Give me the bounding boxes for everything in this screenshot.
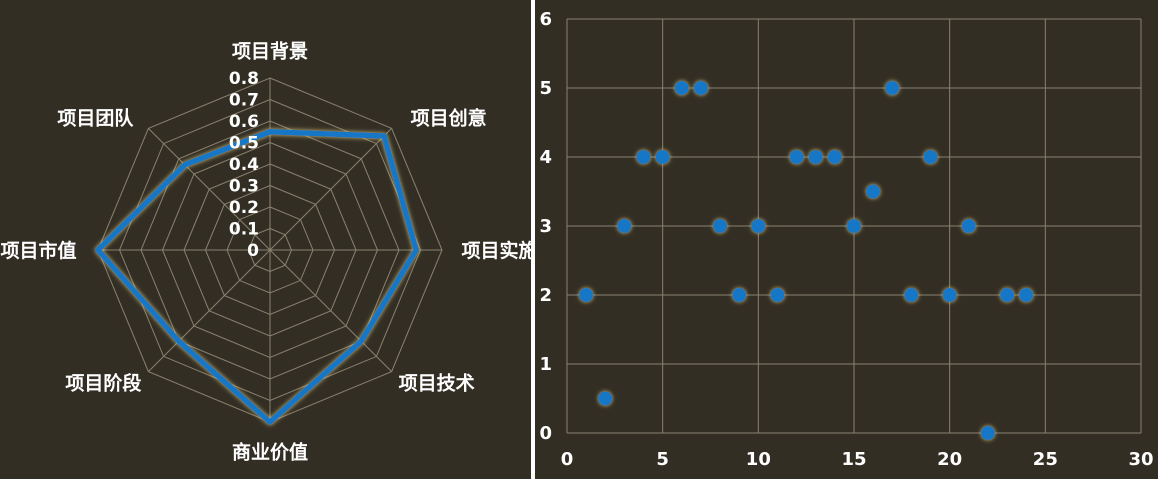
scatter-point <box>770 288 785 302</box>
radar-axis-label: 项目创意 <box>411 106 487 129</box>
scatter-grid <box>566 18 1142 434</box>
radar-chart-panel: 0 0.1 0.2 0.3 0.4 0.5 0.6 0.7 0.8 项目背景 项目创意 项目实施 项目… <box>0 0 531 479</box>
scatter-point <box>866 184 881 199</box>
radar-axis-label: 项目技术 <box>399 372 475 395</box>
scatter-point <box>674 81 689 95</box>
scatter-x-tick-label: 30 <box>1128 449 1153 470</box>
scatter-point <box>579 288 594 302</box>
scatter-x-tick-label: 25 <box>1033 449 1058 470</box>
scatter-point <box>808 150 823 164</box>
scatter-point <box>1019 288 1034 302</box>
scatter-point <box>655 150 670 164</box>
scatter-x-tick-label: 20 <box>937 449 962 470</box>
scatter-point <box>1000 288 1015 302</box>
radar-tick-label: 0 <box>247 241 259 261</box>
scatter-chart: 0 5 10 15 20 25 30 0 1 2 3 4 5 6 <box>539 9 1153 470</box>
radar-axis-label: 项目实施 <box>461 239 531 262</box>
scatter-point <box>904 288 919 302</box>
radar-tick-label: 0.3 <box>229 177 259 197</box>
radar-chart: 00.10.20.30.40.50.60.70.8 项目背景项目创意项目实施项目… <box>1 40 531 464</box>
scatter-points <box>579 81 1034 440</box>
radar-series-line <box>95 129 419 425</box>
scatter-point <box>847 219 861 233</box>
scatter-point <box>923 150 938 164</box>
radar-spoke <box>269 249 392 372</box>
scatter-point <box>617 219 632 233</box>
scatter-point <box>980 426 995 440</box>
scatter-point <box>598 391 613 406</box>
scatter-point <box>827 150 842 164</box>
scatter-point <box>751 219 766 233</box>
radar-spoke <box>148 249 271 372</box>
radar-series <box>95 129 419 425</box>
scatter-point <box>713 219 728 233</box>
scatter-point <box>942 288 957 302</box>
radar-tick-label: 0.2 <box>229 198 259 218</box>
scatter-point <box>789 150 804 164</box>
scatter-x-tick-label: 5 <box>656 449 669 470</box>
scatter-y-tick-label: 5 <box>539 78 552 99</box>
scatter-y-tick-label: 4 <box>539 147 552 168</box>
scatter-point <box>732 288 747 302</box>
radar-grid <box>97 77 443 423</box>
scatter-point <box>636 150 651 164</box>
scatter-point <box>885 81 900 95</box>
scatter-point <box>961 219 976 233</box>
scatter-tick-labels: 0 5 10 15 20 25 30 0 1 2 3 4 5 6 <box>539 9 1153 470</box>
radar-tick-label: 0.4 <box>229 155 259 175</box>
radar-axis-label: 项目团队 <box>57 106 134 129</box>
scatter-y-tick-label: 6 <box>539 9 552 30</box>
radar-tick-label: 0.7 <box>229 91 259 111</box>
scatter-y-tick-label: 1 <box>539 354 552 375</box>
radar-axis-label: 项目市值 <box>1 239 77 262</box>
radar-axis-label: 项目背景 <box>232 40 308 63</box>
scatter-x-tick-label: 15 <box>841 449 866 470</box>
scatter-x-tick-label: 10 <box>746 449 771 470</box>
scatter-y-tick-label: 3 <box>539 216 552 237</box>
radar-spoke <box>148 128 271 251</box>
scatter-x-tick-label: 0 <box>561 449 574 470</box>
radar-axis-label: 项目阶段 <box>65 372 142 395</box>
radar-tick-labels: 00.10.20.30.40.50.60.70.8 <box>229 69 259 261</box>
radar-tick-label: 0.1 <box>229 220 259 240</box>
radar-tick-label: 0.6 <box>229 112 259 132</box>
radar-tick-label: 0.5 <box>229 134 259 154</box>
radar-spoke <box>269 128 392 251</box>
scatter-chart-panel: 0 5 10 15 20 25 30 0 1 2 3 4 5 6 <box>535 0 1158 479</box>
scatter-y-tick-label: 0 <box>539 423 552 444</box>
scatter-y-tick-label: 2 <box>539 285 552 306</box>
radar-axis-label: 商业价值 <box>232 440 308 463</box>
scatter-point <box>693 81 708 95</box>
radar-tick-label: 0.8 <box>229 69 259 89</box>
